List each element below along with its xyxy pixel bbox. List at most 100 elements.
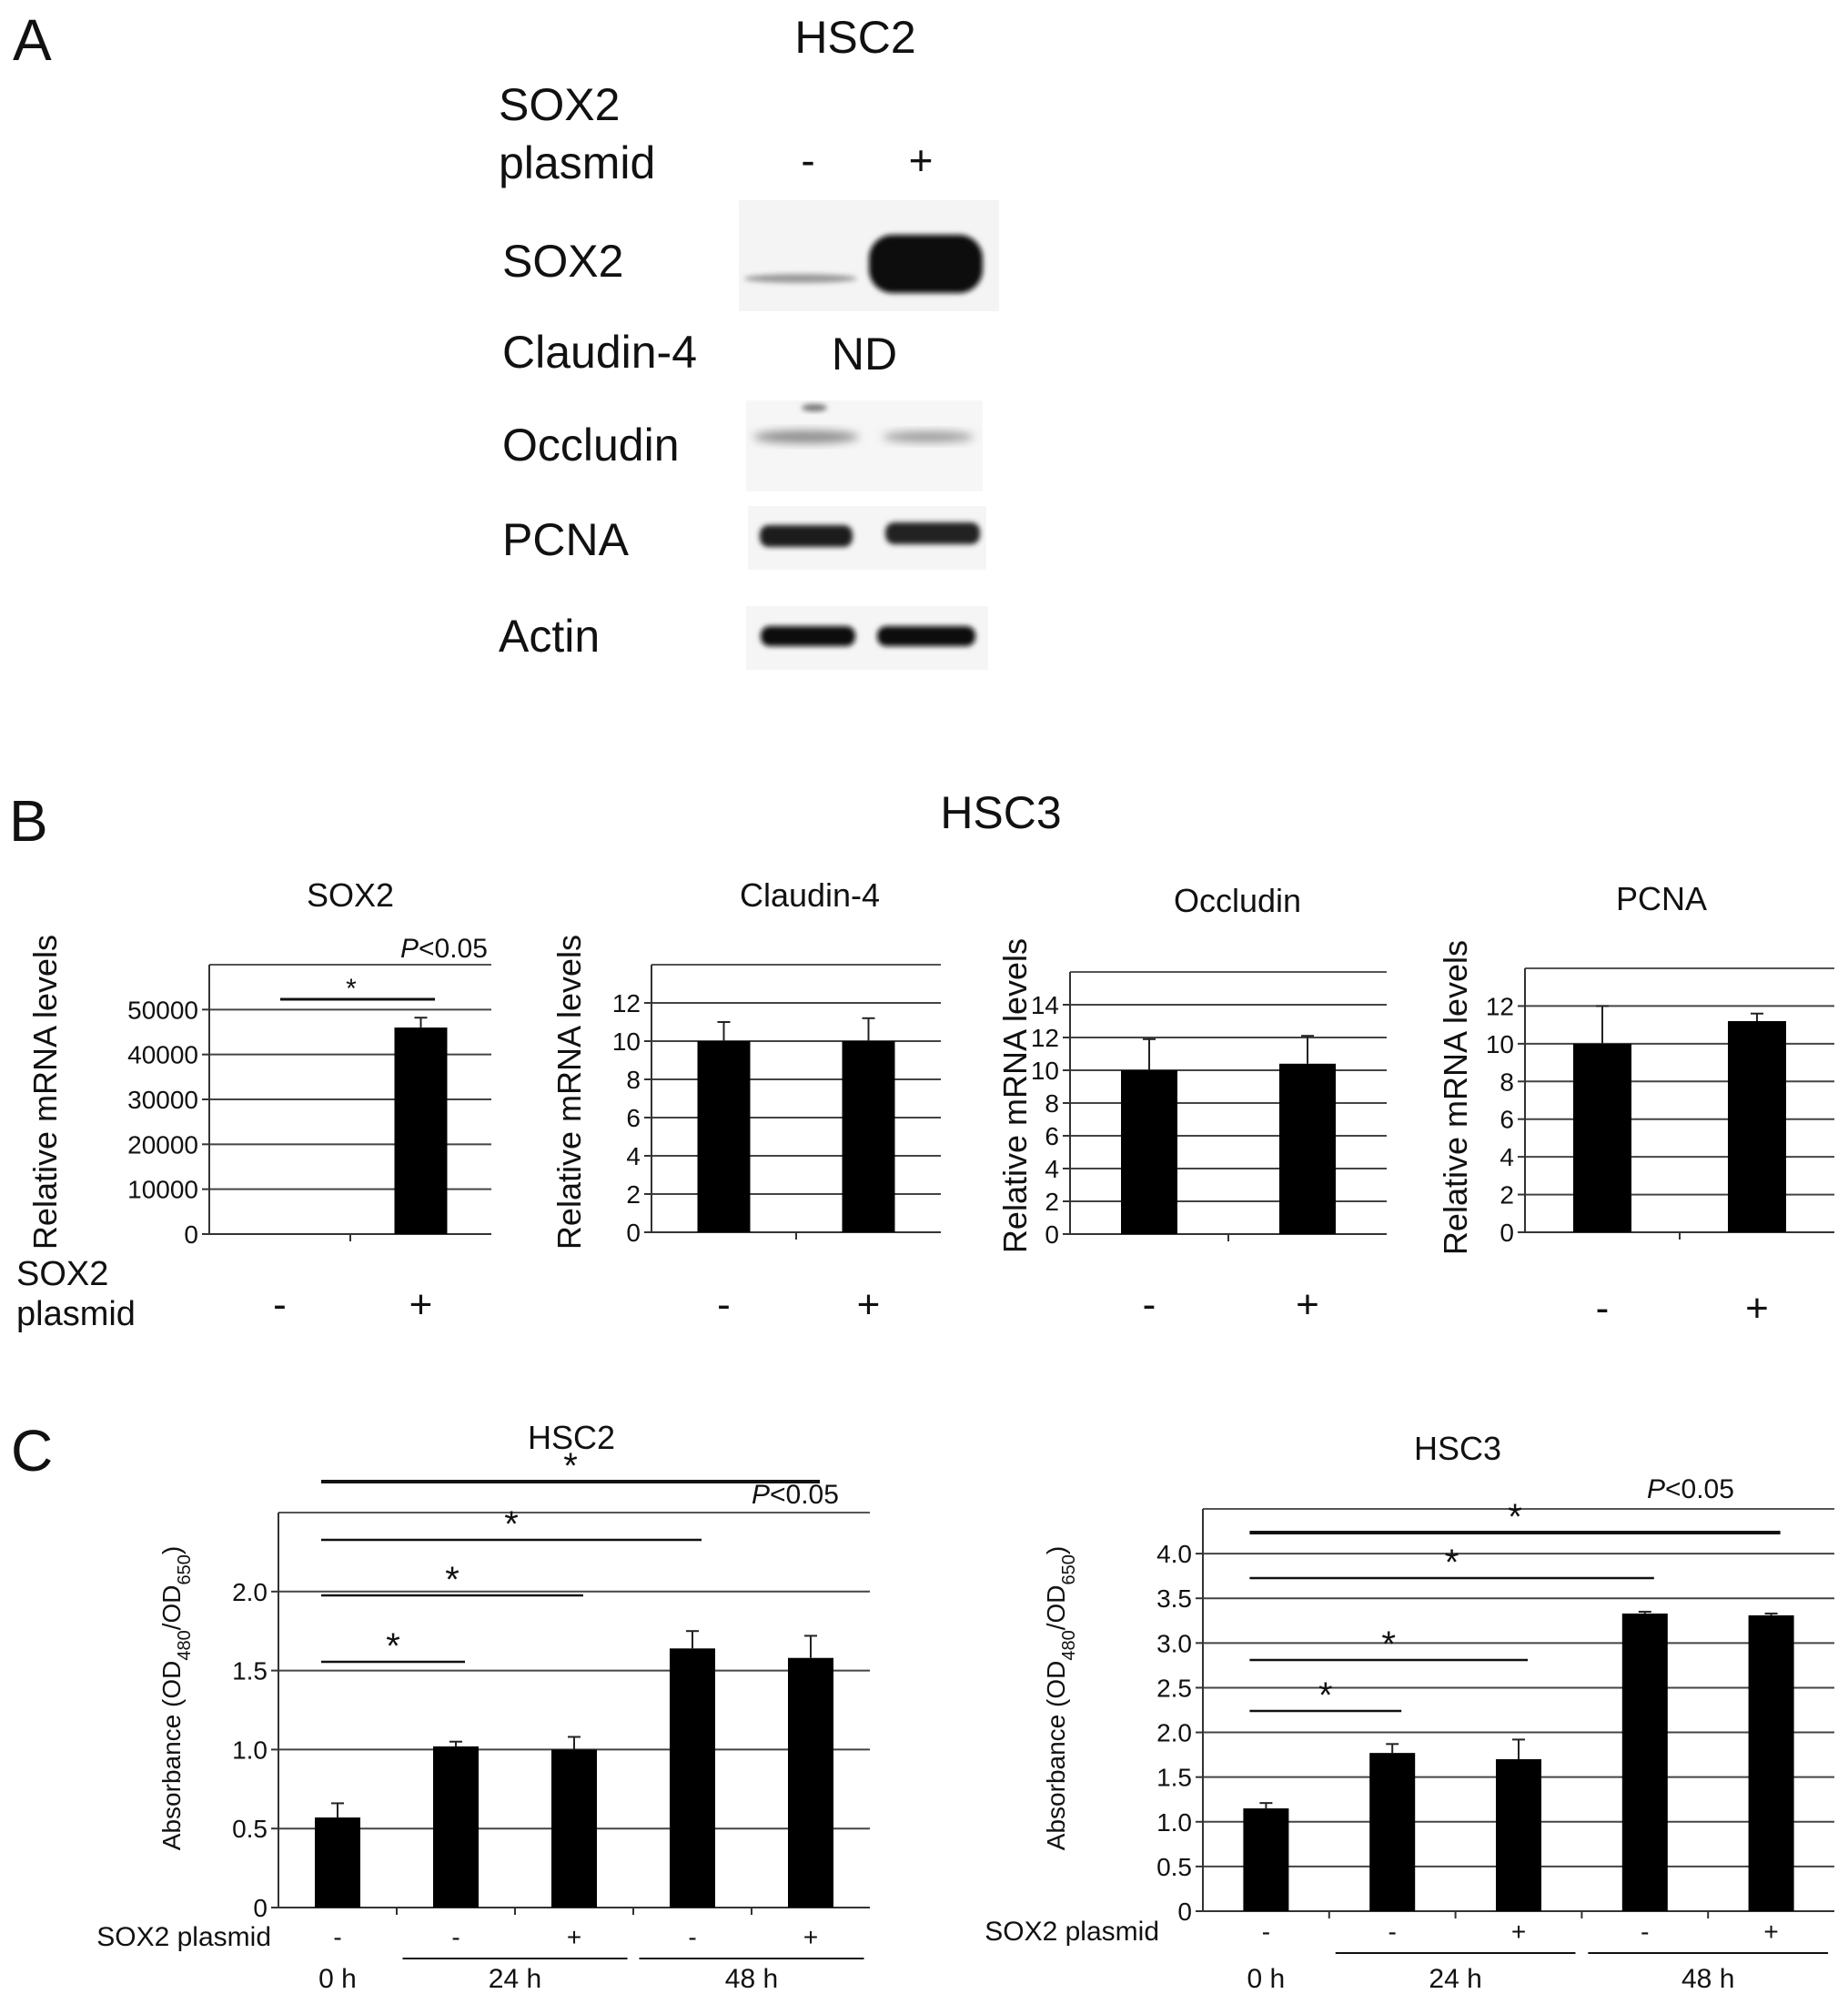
time-label: 24 h: [489, 1964, 541, 1994]
band-label-claudin4: Claudin-4: [502, 327, 697, 378]
band-label-sox2: SOX2: [502, 236, 623, 287]
p-italic: P: [1647, 1474, 1665, 1504]
blot-pcna: [748, 506, 986, 570]
category-label: +: [803, 1923, 818, 1951]
y-tick-label: 10000: [127, 1176, 198, 1204]
p-italic: P: [752, 1480, 770, 1510]
y-tick-label: 0: [1177, 1898, 1192, 1926]
y-tick-label: 0: [253, 1894, 268, 1922]
category-label: -: [717, 1282, 731, 1327]
y-tick-label: 6: [1500, 1106, 1514, 1134]
category-label: -: [1262, 1918, 1270, 1946]
bar: [315, 1817, 360, 1908]
y-axis-label-part: Absorbance (OD: [1042, 1661, 1070, 1851]
y-axis-label-part: 480: [175, 1630, 195, 1660]
panel-b-p-value: P<0.05: [400, 934, 488, 964]
y-tick-label: 3.5: [1156, 1584, 1192, 1613]
y-tick-label: 8: [1500, 1068, 1514, 1096]
bar: [1728, 1021, 1786, 1232]
bar: [842, 1041, 895, 1232]
panel-a-plasmid-label-2: plasmid: [499, 137, 655, 188]
chart-title: PCNA: [1616, 880, 1707, 917]
y-tick-label: 10: [1031, 1057, 1059, 1085]
y-tick-label: 0.5: [232, 1815, 268, 1843]
band-label-pcna: PCNA: [502, 514, 630, 565]
time-label: 48 h: [725, 1964, 778, 1994]
y-tick-label: 8: [1045, 1089, 1059, 1118]
chart-b2: Claudin-4 0 2 4 6 8 10 12 Relative mRNA levels - +: [550, 876, 941, 1327]
blot-occludin: [746, 400, 983, 491]
significance-star: *: [1508, 1497, 1522, 1537]
panel-b-plasmid-label-1: SOX2: [16, 1255, 108, 1293]
y-tick-label: 1.0: [232, 1736, 268, 1764]
y-axis-label: Relative mRNA levels: [550, 935, 588, 1250]
bar: [1573, 1043, 1631, 1232]
y-tick-label: 20000: [127, 1130, 198, 1159]
sox2-plasmid-label: SOX2 plasmid: [985, 1917, 1159, 1947]
category-label: +: [409, 1282, 433, 1327]
significance-star: *: [386, 1626, 400, 1666]
y-axis-label-part: Absorbance (OD: [157, 1661, 186, 1851]
panel-c-hsc2-p-value: P<0.05: [752, 1480, 839, 1510]
y-tick-label: 6: [626, 1104, 641, 1132]
y-axis-label-part: ): [157, 1546, 186, 1554]
significance-star: *: [504, 1504, 519, 1544]
blot-actin: [746, 606, 988, 670]
y-tick-label: 2.0: [1156, 1719, 1192, 1747]
panel-b-plasmid-label-2: plasmid: [16, 1295, 136, 1333]
significance-star: *: [445, 1560, 459, 1600]
chart-b1: SOX2 0 10000 20000 30000 40000 50000 Relative m…: [26, 876, 491, 1327]
y-tick-label: 10: [1486, 1030, 1514, 1058]
y-axis-label-part: ): [1042, 1546, 1070, 1554]
y-tick-label: 0.5: [1156, 1853, 1192, 1881]
bar: [1748, 1614, 1794, 1911]
panel-a-lane-plus: +: [909, 137, 934, 184]
y-tick-label: 1.5: [1156, 1764, 1192, 1792]
category-label: -: [1596, 1286, 1610, 1331]
time-label: 0 h: [1247, 1964, 1286, 1994]
y-tick-label: 0: [626, 1219, 641, 1247]
bar: [1243, 1808, 1289, 1911]
chart-c1: HSC2 0 0.5 1.0 1.5 2.0 Absorbance (OD480/OD650…: [96, 1419, 870, 1994]
p-rest: <0.05: [1665, 1474, 1734, 1504]
chart-c2: HSC3 0 0.5 1.0 1.5 2.0 2.5 3.0 3.5 4.0 Absorbance …: [985, 1430, 1834, 1994]
bar: [1621, 1613, 1668, 1911]
y-tick-label: 2: [1045, 1188, 1059, 1216]
y-tick-label: 2.5: [1156, 1674, 1192, 1702]
band-label-actin: Actin: [499, 611, 600, 662]
category-label: +: [567, 1923, 581, 1951]
panel-c-letter: C: [11, 1418, 53, 1483]
y-axis-label-part: /OD: [157, 1585, 186, 1631]
y-tick-label: 4: [1500, 1143, 1514, 1171]
p-italic: P: [400, 934, 419, 964]
category-label: +: [1763, 1918, 1778, 1946]
y-axis-label-part: 650: [1059, 1554, 1079, 1584]
chart-title: Occludin: [1174, 882, 1301, 919]
time-label: 24 h: [1429, 1964, 1481, 1994]
chart-title: SOX2: [307, 876, 394, 914]
bar: [1369, 1753, 1416, 1911]
y-tick-label: 12: [612, 989, 641, 1017]
time-label: 0 h: [318, 1964, 357, 1994]
panel-b-letter: B: [9, 788, 48, 854]
y-axis-label: Relative mRNA levels: [996, 938, 1034, 1253]
category-label: +: [1745, 1286, 1769, 1331]
panel-a-letter: A: [13, 7, 52, 73]
y-tick-label: 14: [1031, 991, 1059, 1019]
chart-title: HSC3: [1414, 1430, 1501, 1467]
y-axis-label-part: 650: [175, 1554, 195, 1584]
y-tick-label: 6: [1045, 1122, 1059, 1150]
blot-sox2: [739, 200, 999, 311]
y-tick-label: 0: [1500, 1219, 1514, 1247]
y-tick-label: 4.0: [1156, 1540, 1192, 1568]
category-label: -: [273, 1282, 287, 1327]
category-label: -: [1641, 1918, 1649, 1946]
category-label: -: [688, 1923, 696, 1951]
y-tick-label: 0: [1045, 1220, 1059, 1249]
y-tick-label: 0: [184, 1220, 198, 1249]
category-label: -: [451, 1923, 459, 1951]
panel-a-cell-line: HSC2: [794, 12, 915, 63]
